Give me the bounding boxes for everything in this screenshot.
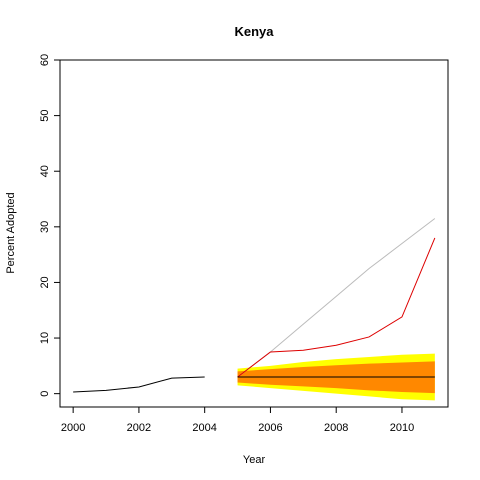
y-tick-label: 50 (39, 109, 51, 121)
y-axis: 0 10 20 30 40 50 60 (39, 54, 61, 397)
plot-frame (59, 59, 449, 408)
y-tick-label: 30 (39, 221, 51, 233)
x-axis-title: Year (243, 454, 266, 466)
red-line (237, 237, 436, 378)
x-tick-label: 2008 (324, 422, 348, 434)
x-tick-label: 2010 (390, 422, 414, 434)
y-tick-label: 10 (39, 332, 51, 344)
y-tick-label: 20 (39, 276, 51, 288)
x-axis: 2000 2002 2004 2006 2008 2010 (61, 406, 414, 434)
observed-line (73, 376, 205, 393)
y-axis-title: Percent Adopted (5, 192, 17, 273)
x-tick-label: 2002 (127, 422, 151, 434)
series-lines (73, 218, 436, 393)
x-tick-label: 2000 (61, 422, 85, 434)
chart-title: Kenya (234, 24, 274, 39)
y-tick-label: 0 (39, 391, 51, 397)
y-tick-label: 60 (39, 54, 51, 66)
grey-line (237, 218, 436, 378)
y-tick-label: 40 (39, 165, 51, 177)
x-tick-label: 2004 (192, 422, 216, 434)
x-tick-label: 2006 (258, 422, 282, 434)
